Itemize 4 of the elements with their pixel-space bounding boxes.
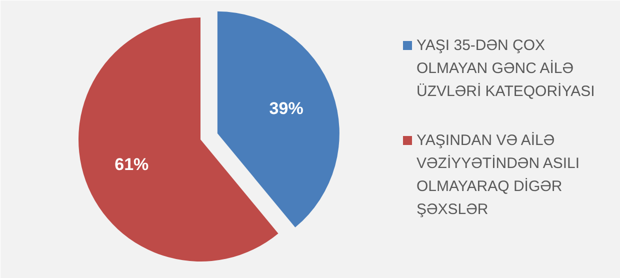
data-label: 39% xyxy=(269,99,304,118)
legend-label: YAŞI 35-DƏN ÇOX OLMAYAN GƏNC AİLƏ ÜZVLƏRİ KATEQORİYASI xyxy=(416,37,595,100)
data-label: 61% xyxy=(114,154,149,174)
legend-label: YAŞINDAN VƏ AİLƏ VƏZİYYƏTİNDƏN ASILI OLMAYARAQ DİGƏR ŞƏXSLƏR xyxy=(416,131,580,218)
